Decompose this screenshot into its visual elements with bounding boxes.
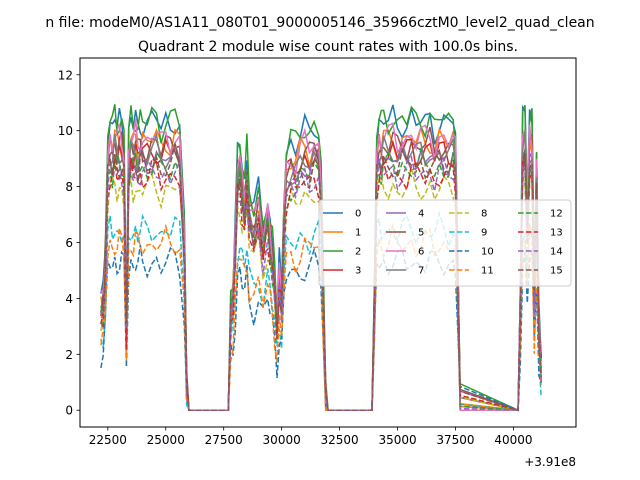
y-tick-label: 8: [65, 180, 73, 194]
legend-label-11: 11: [481, 266, 494, 277]
legend-label-6: 6: [418, 247, 424, 258]
legend-label-8: 8: [481, 209, 487, 220]
legend-label-13: 13: [550, 228, 563, 239]
chart-title: Quadrant 2 module wise count rates with …: [138, 39, 518, 55]
legend-label-1: 1: [355, 228, 361, 239]
series-line-10: [100, 244, 542, 412]
legend-label-7: 7: [418, 266, 424, 277]
legend-label-4: 4: [418, 209, 424, 220]
x-tick-label: 27500: [205, 433, 243, 447]
x-tick-label: 40000: [494, 433, 532, 447]
y-tick-label: 4: [65, 292, 73, 306]
y-tick-label: 10: [58, 124, 73, 138]
y-tick-label: 12: [58, 68, 73, 82]
legend-label-2: 2: [355, 247, 361, 258]
legend-box: [318, 199, 572, 287]
legend-label-15: 15: [550, 266, 563, 277]
axis-ticks: 22500 25000 27500 30000 32500 35000 37500 40000…: [58, 68, 533, 447]
x-tick-label: 22500: [89, 433, 127, 447]
x-tick-label: 37500: [436, 433, 474, 447]
y-tick-label: 0: [65, 404, 73, 418]
legend-label-14: 14: [550, 247, 563, 258]
y-tick-label: 6: [65, 236, 73, 250]
series-line-6: [100, 118, 542, 411]
figure-suptitle: n file: modeM0/AS1A11_080T01_9000005146_…: [45, 15, 594, 31]
legend-label-5: 5: [418, 228, 424, 239]
series-line-15: [100, 143, 542, 412]
x-tick-label: 30000: [263, 433, 301, 447]
x-tick-label: 35000: [378, 433, 416, 447]
legend-label-0: 0: [355, 209, 361, 220]
x-offset-label: +3.91e8: [524, 455, 576, 469]
legend-label-3: 3: [355, 266, 361, 277]
series-line-14: [100, 155, 542, 411]
y-tick-label: 2: [65, 348, 73, 362]
plot-area: [100, 104, 542, 412]
legend-label-10: 10: [481, 247, 494, 258]
x-tick-label: 25000: [147, 433, 185, 447]
legend-label-12: 12: [550, 209, 563, 220]
x-tick-label: 32500: [320, 433, 358, 447]
legend-label-9: 9: [481, 228, 487, 239]
